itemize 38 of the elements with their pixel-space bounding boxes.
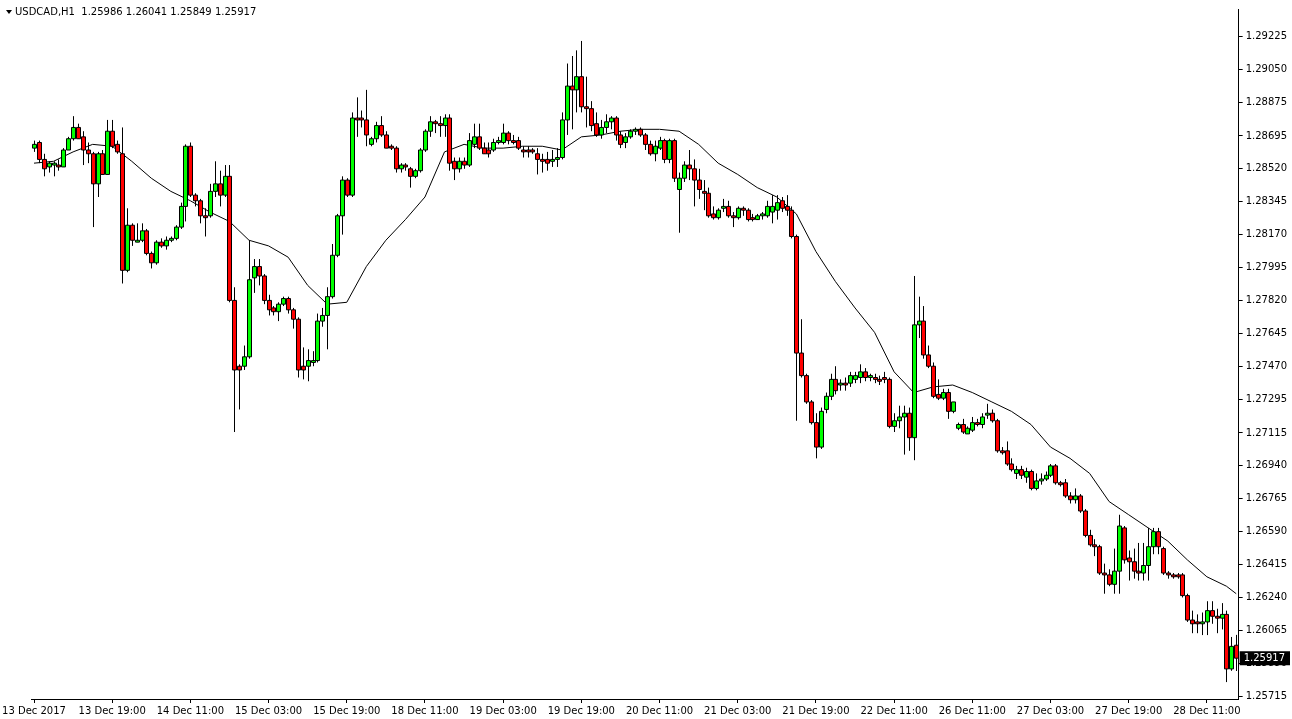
y-tick-label: 1.27645 xyxy=(1245,326,1288,338)
x-tick-label: 21 Dec 19:00 xyxy=(782,704,850,716)
x-tick-label: 15 Dec 19:00 xyxy=(313,704,381,716)
y-tick-label: 1.27295 xyxy=(1245,392,1288,404)
x-tick-label: 13 Dec 19:00 xyxy=(78,704,146,716)
y-tick-label: 1.27820 xyxy=(1245,294,1288,306)
text: 1.25917 xyxy=(1243,651,1286,663)
y-tick-label: 1.26940 xyxy=(1245,459,1288,471)
y-tick-label: 1.28695 xyxy=(1245,129,1288,141)
x-tick-label: 14 Dec 11:00 xyxy=(156,704,225,716)
x-tick-label: 26 Dec 11:00 xyxy=(938,704,1006,716)
x-tick-label: 21 Dec 03:00 xyxy=(704,704,772,716)
x-tick-label: 15 Dec 03:00 xyxy=(234,704,303,716)
y-tick-label: 1.28520 xyxy=(1245,162,1288,174)
y-tick-label: 1.27115 xyxy=(1245,426,1288,438)
x-tick-label: 13 Dec 2017 xyxy=(2,704,66,716)
y-tick-label: 1.29225 xyxy=(1245,29,1288,41)
y-tick-label: 1.25715 xyxy=(1245,689,1288,701)
y-tick-label: 1.28170 xyxy=(1245,228,1288,240)
x-tick-label: 20 Dec 11:00 xyxy=(625,704,694,716)
x-tick-label: 19 Dec 03:00 xyxy=(469,704,537,716)
y-tick-label: 1.26240 xyxy=(1245,591,1288,603)
y-tick-label: 1.27995 xyxy=(1245,261,1288,273)
x-tick-label: 19 Dec 19:00 xyxy=(547,704,615,716)
y-tick-label: 1.27470 xyxy=(1245,359,1288,371)
x-tick-label: 27 Dec 03:00 xyxy=(1016,704,1085,716)
y-tick-label: 1.26415 xyxy=(1245,558,1288,570)
y-tick-label: 1.26065 xyxy=(1245,623,1288,635)
x-tick-label: 27 Dec 19:00 xyxy=(1095,704,1163,716)
y-tick-label: 1.26765 xyxy=(1245,492,1288,504)
y-tick-label: 1.28345 xyxy=(1245,195,1288,207)
x-tick-label: 22 Dec 11:00 xyxy=(860,704,928,716)
y-tick-label: 1.28875 xyxy=(1245,95,1288,107)
y-tick-label: 1.29050 xyxy=(1245,62,1288,74)
y-tick-label: 1.26590 xyxy=(1245,525,1288,537)
x-tick-label: 28 Dec 11:00 xyxy=(1173,704,1241,716)
chart-title: USDCAD,H1 1.25986 1.26041 1.25849 1.25917 xyxy=(15,6,257,17)
x-tick-label: 18 Dec 11:00 xyxy=(391,704,459,716)
